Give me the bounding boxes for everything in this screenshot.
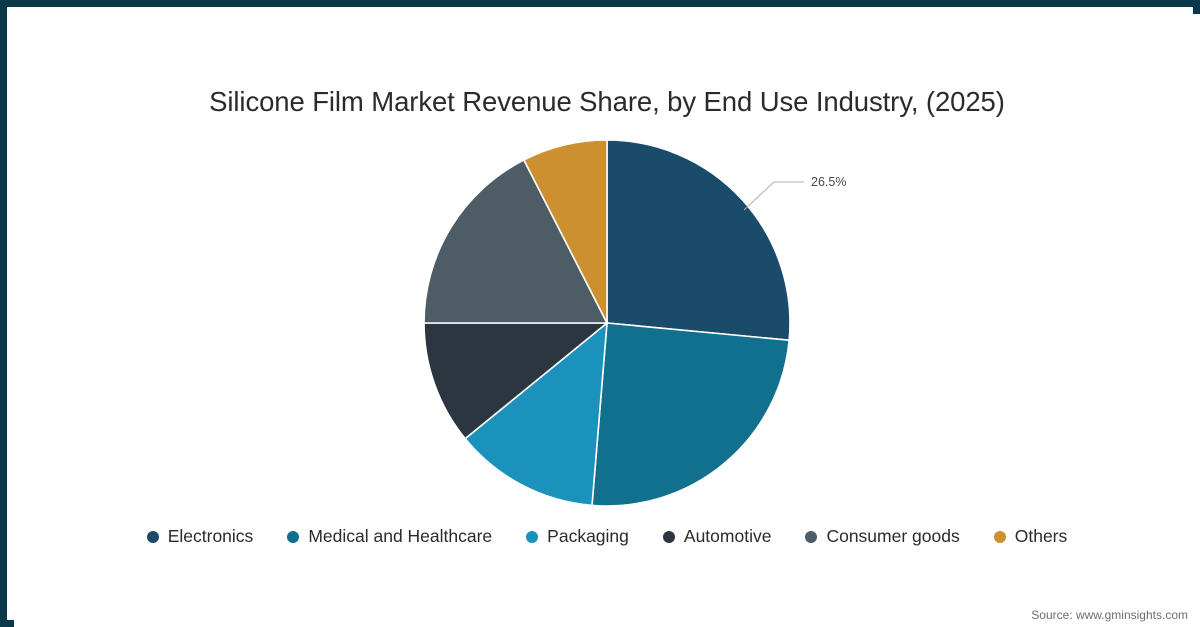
legend-swatch-icon <box>805 530 818 543</box>
legend-item-label: Electronics <box>167 526 254 546</box>
legend-swatch-icon <box>146 530 159 543</box>
legend-item[interactable]: Automotive <box>662 526 772 547</box>
source-note: Source: www.gminsights.com <box>1031 608 1188 622</box>
page-title: Silicone Film Market Revenue Share, by E… <box>209 86 1005 117</box>
pie-chart: 26.5% <box>14 14 1200 627</box>
pie-chart-svg: 26.5% <box>423 139 846 507</box>
callout-leader-line <box>743 181 804 211</box>
slice-percent-label: 26.5% <box>811 175 846 189</box>
legend-item[interactable]: Consumer goods <box>805 526 960 547</box>
chart-legend: Electronics Medical and Healthcare Packagi… <box>14 526 1200 547</box>
callout-group: 26.5% <box>743 175 846 211</box>
legend-swatch-icon <box>993 530 1006 543</box>
chart-canvas: Silicone Film Market Revenue Share, by E… <box>14 14 1200 627</box>
legend-item[interactable]: Medical and Healthcare <box>287 526 492 547</box>
pie-slice[interactable] <box>423 322 610 440</box>
legend-item[interactable]: Others <box>993 526 1068 547</box>
legend-item-label: Medical and Healthcare <box>308 526 493 546</box>
legend-item[interactable]: Electronics <box>146 526 254 547</box>
legend-item-label: Consumer goods <box>826 526 960 546</box>
pie-slice[interactable] <box>464 321 608 507</box>
pie-slice[interactable] <box>522 139 608 324</box>
legend-item-label: Automotive <box>683 526 772 546</box>
legend-item[interactable]: Packaging <box>526 526 629 547</box>
legend-swatch-icon <box>526 530 539 543</box>
pie-slice[interactable] <box>591 322 791 507</box>
legend-swatch-icon <box>287 530 300 543</box>
pie-slice[interactable] <box>606 139 791 342</box>
legend-item-label: Others <box>1014 526 1068 546</box>
legend-item-label: Packaging <box>547 526 629 546</box>
legend-swatch-icon <box>662 530 675 543</box>
pie-slice[interactable] <box>423 158 609 324</box>
pie-slice-group <box>423 139 791 507</box>
